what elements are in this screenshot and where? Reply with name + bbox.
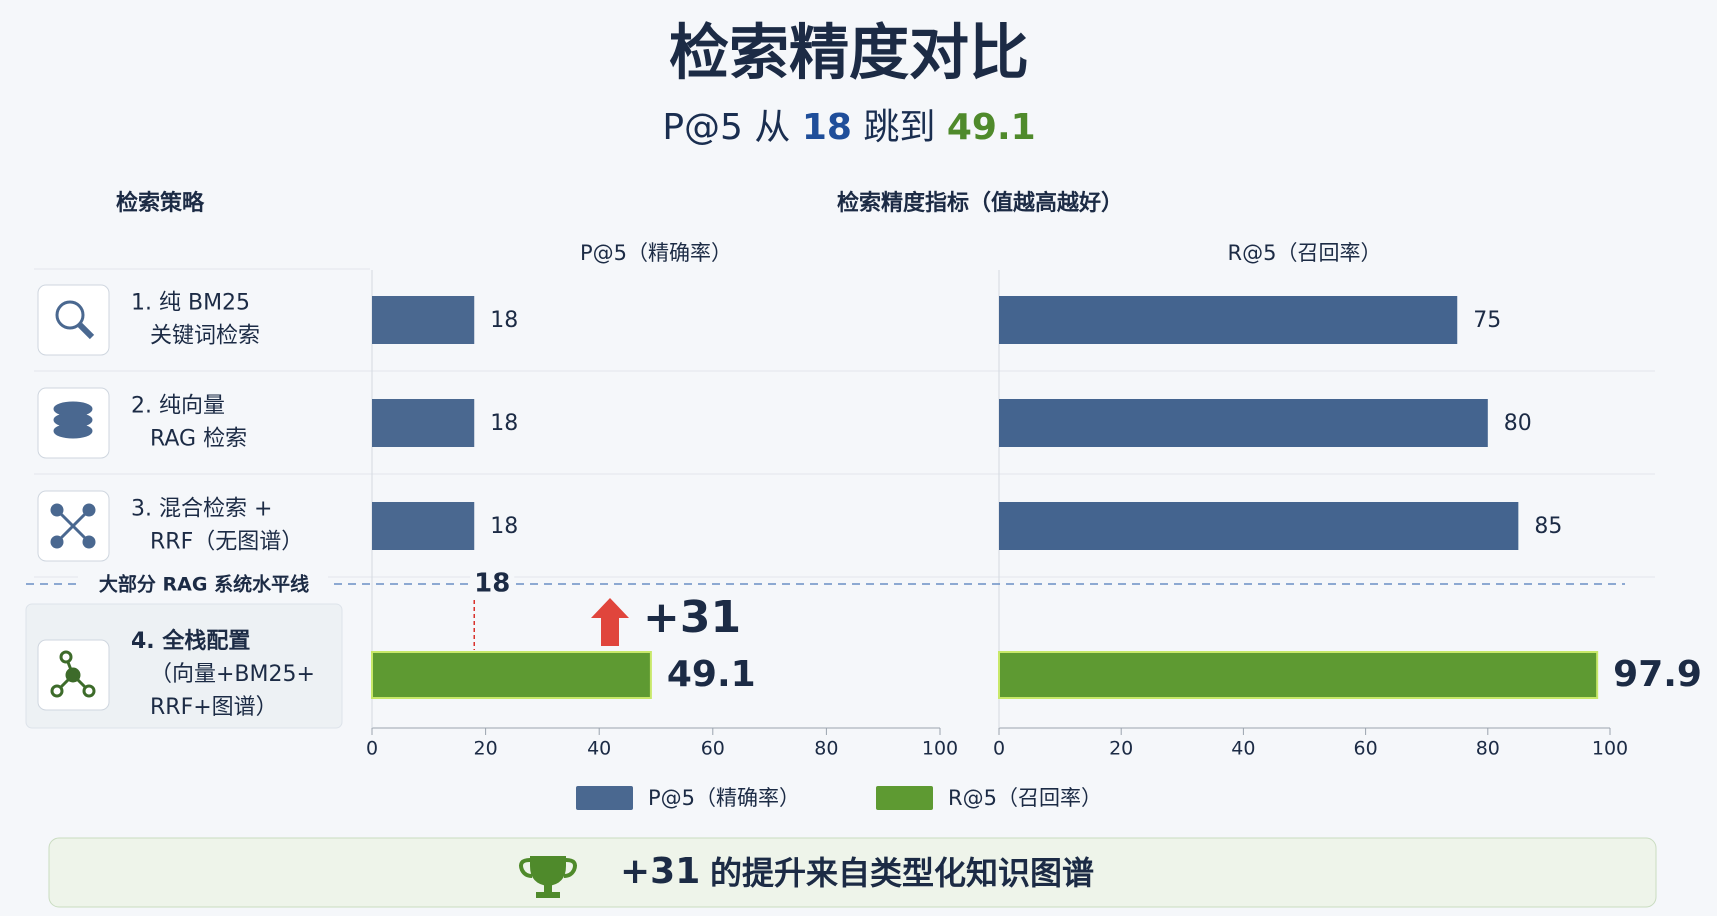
x-tick-label: 20 [1109, 738, 1133, 760]
chart-title: 检索精度对比 [669, 19, 1029, 89]
bar [999, 502, 1519, 550]
strategy-icon [50, 503, 96, 549]
icon-part [82, 503, 96, 517]
value-label: 80 [1504, 411, 1532, 436]
strategy-icon [55, 300, 95, 340]
reference-value-bg [470, 568, 515, 598]
footer-box [48, 837, 1657, 908]
strategy-label: 3. 混合检索 + [131, 497, 272, 522]
value-label: 85 [1534, 514, 1562, 539]
x-tick-label: 40 [1231, 738, 1255, 760]
legend-label: P@5（精确率） [648, 786, 800, 810]
subtitle-part: 49.1 [947, 107, 1036, 148]
icon-part [59, 650, 73, 664]
strategy-label: 2. 纯向量 [131, 394, 225, 419]
icon-part [50, 535, 64, 549]
strategy-label: 1. 纯 BM25 [131, 291, 250, 316]
strategy-label: 关键词检索 [150, 324, 260, 349]
strategy-icon [50, 650, 96, 698]
bar [999, 399, 1488, 447]
x-tick-label: 0 [366, 738, 378, 760]
legend-swatch [576, 786, 633, 810]
reference-value: 18 [474, 569, 510, 599]
footer-text: 的提升来自类型化知识图谱 [710, 854, 1094, 892]
icon-part [55, 300, 85, 330]
x-tick-label: 40 [587, 738, 611, 760]
gain-annotation: +31 [643, 592, 741, 643]
value-label: 75 [1473, 308, 1501, 333]
subtitle-part: P@5 从 [662, 107, 790, 148]
legend-swatch [876, 786, 933, 810]
strategy-label: RAG 检索 [150, 427, 247, 452]
x-tick-label: 60 [701, 738, 725, 760]
x-tick-label: 100 [1592, 738, 1628, 760]
bar [372, 399, 475, 447]
bar [372, 296, 475, 344]
column-header: 检索精度指标（值越高越好） [837, 190, 1123, 216]
icon-part [50, 684, 64, 698]
bar [371, 651, 652, 699]
value-label: 18 [490, 411, 518, 436]
footer-highlight: +31 [620, 851, 700, 892]
value-label: 97.9 [1613, 654, 1702, 695]
legend-label: R@5（召回率） [948, 786, 1102, 810]
x-tick-label: 20 [474, 738, 498, 760]
x-tick-label: 80 [1476, 738, 1500, 760]
panel-title: P@5（精确率） [580, 241, 732, 265]
gain-arrow [591, 598, 629, 646]
bar [372, 502, 475, 550]
reference-label: 大部分 RAG 系统水平线 [99, 573, 309, 596]
strategy-label: 4. 全栈配置 [131, 628, 250, 654]
strategy-label: RRF+图谱） [150, 695, 278, 720]
x-tick-label: 80 [814, 738, 838, 760]
bar [999, 296, 1458, 344]
reference-label-bg [78, 570, 328, 598]
strategy-label: （向量+BM25+ [150, 662, 315, 687]
x-tick-label: 0 [993, 738, 1005, 760]
icon-part [53, 423, 93, 439]
strategy-label: RRF（无图谱） [150, 530, 303, 555]
subtitle-part: 跳到 [863, 107, 935, 148]
icon-part [77, 322, 95, 340]
subtitle-part: 18 [802, 107, 852, 148]
icon-part [82, 535, 96, 549]
column-header: 检索策略 [116, 190, 205, 216]
icon-part [65, 667, 81, 683]
value-label: 49.1 [667, 654, 756, 695]
x-tick-label: 100 [922, 738, 958, 760]
icon-part [82, 684, 96, 698]
value-label: 18 [490, 514, 518, 539]
trophy-icon [519, 856, 577, 898]
strategy-icon [53, 401, 93, 439]
icon-part [50, 503, 64, 517]
chart-subtitle: P@5 从 18 跳到 49.1 [662, 107, 1035, 148]
x-tick-label: 60 [1354, 738, 1378, 760]
value-label: 18 [490, 308, 518, 333]
panel-title: R@5（召回率） [1228, 241, 1382, 265]
strategy-icon-box [37, 284, 110, 356]
bar [998, 651, 1599, 699]
